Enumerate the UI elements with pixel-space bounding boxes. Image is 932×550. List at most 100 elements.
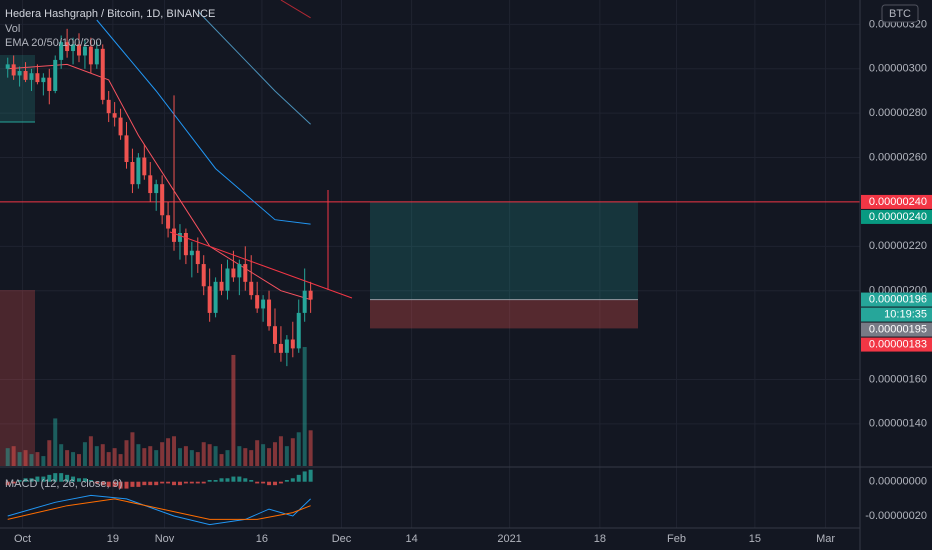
y-tick-label: 0.00000260: [869, 151, 927, 163]
macd-hist-bar: [148, 481, 153, 486]
volume-bar: [261, 444, 266, 466]
candle-body: [272, 326, 277, 344]
macd-hist-bar: [47, 474, 52, 482]
macd-hist-bar: [255, 481, 260, 484]
candle-body: [142, 157, 147, 176]
candle-body: [76, 44, 81, 56]
candle-body: [59, 42, 64, 60]
macd-hist-bar: [29, 478, 34, 482]
candle-body: [231, 268, 236, 278]
price-label: 0.00000196: [869, 293, 927, 305]
macd-hist-bar: [290, 478, 295, 482]
macd-hist-bar: [195, 481, 200, 484]
macd-hist-bar: [130, 481, 135, 487]
signal-line: [7, 498, 311, 520]
candle-body: [290, 339, 295, 349]
price-label: 0.00000195: [869, 323, 927, 335]
candle-body: [177, 233, 182, 242]
volume-bar: [231, 354, 236, 466]
volume-bar: [225, 450, 230, 466]
x-tick-label: 14: [405, 533, 417, 545]
macd-hist-bar: [284, 480, 289, 482]
volume-bar: [106, 452, 111, 466]
price-label: 0.00000183: [869, 338, 927, 350]
candle-body: [237, 264, 242, 278]
volume-bar: [100, 444, 105, 466]
volume-bar: [195, 452, 200, 466]
volume: [5, 347, 313, 466]
volume-bar: [207, 444, 212, 466]
x-tick-label: 2021: [497, 533, 521, 545]
volume-bar: [88, 436, 93, 466]
volume-bar: [76, 454, 81, 466]
y-tick-label: 0.00000220: [869, 240, 927, 252]
countdown-bg: [861, 307, 932, 322]
currency-badge[interactable]: [881, 4, 919, 23]
macd-hist-bar: [237, 476, 242, 482]
macd-hist-bar: [302, 471, 307, 482]
x-tick-label: 19: [107, 533, 119, 545]
price-label: 0.00000240: [869, 196, 927, 208]
candle-body: [29, 73, 34, 80]
macd-hist-bar: [166, 481, 171, 484]
position-tool: [0, 201, 860, 329]
macd-hist-bar: [189, 481, 194, 484]
macd-hist-bar: [183, 481, 188, 484]
candle-body: [106, 99, 111, 114]
ema-line: [96, 19, 311, 225]
volume-bar: [35, 452, 40, 466]
volume-bar: [47, 440, 52, 466]
candle-body: [41, 77, 46, 83]
volume-bar: [290, 438, 295, 466]
candle-body: [11, 64, 16, 76]
volume-bar: [308, 430, 313, 466]
volume-bar: [41, 456, 46, 466]
candle-body: [118, 117, 123, 136]
candle-body: [201, 264, 206, 287]
macd-hist-bar: [100, 481, 105, 486]
macd-tick-label: -0.00000020: [865, 510, 927, 522]
candle-body: [88, 46, 93, 65]
price-label-bg: [861, 194, 932, 209]
volume-bar: [177, 448, 182, 466]
volume-bar: [142, 448, 147, 466]
macd-hist-bar: [124, 481, 129, 489]
macd-hist-bar: [296, 474, 301, 482]
candle-body: [94, 48, 99, 65]
volume-bar: [11, 446, 16, 466]
volume-bar: [53, 418, 58, 466]
candle-body: [284, 339, 289, 353]
macd-hist-bar: [243, 478, 248, 482]
volume-bar: [302, 347, 307, 466]
x-tick-label: Dec: [332, 533, 352, 545]
macd-tick-label: 0.00000000: [869, 476, 927, 488]
candle-body: [183, 233, 188, 256]
volume-bar: [5, 448, 10, 466]
candle-body: [154, 184, 159, 194]
volume-bar: [160, 442, 165, 466]
macd-hist-bar: [136, 481, 141, 487]
volume-bar: [82, 442, 87, 466]
macd-hist-bar: [160, 481, 165, 484]
old-loss-zone: [0, 290, 35, 466]
macd-hist-bar: [17, 480, 22, 482]
macd-hist-bar: [106, 481, 111, 487]
price-label-bg: [861, 322, 932, 337]
macd-hist-bar: [154, 481, 159, 486]
macd-hist-bar: [82, 478, 87, 482]
macd-hist-bar: [278, 481, 283, 484]
macd-hist-bar: [65, 474, 70, 482]
macd: [5, 469, 313, 526]
y-tick-label: 0.00000300: [869, 63, 927, 75]
volume-bar: [59, 444, 64, 466]
volume-bar: [189, 450, 194, 466]
candles: [5, 28, 313, 367]
volume-bar: [65, 450, 70, 466]
macd-hist-bar: [201, 481, 206, 484]
candle-body: [302, 290, 307, 313]
macd-hist-bar: [71, 476, 76, 482]
volume-bar: [255, 440, 260, 466]
price-label-bg: [861, 292, 932, 307]
candle-body: [166, 215, 171, 229]
